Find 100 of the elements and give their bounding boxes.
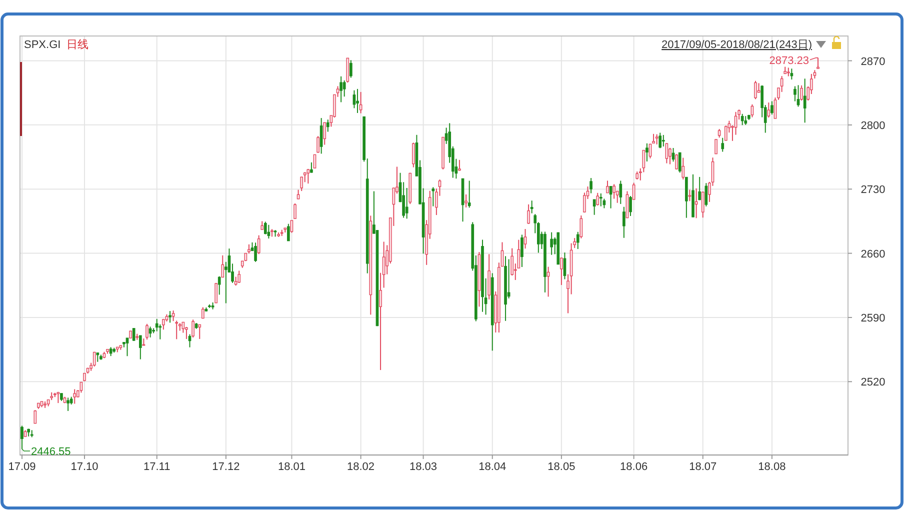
candlestick	[138, 335, 142, 360]
candlestick	[592, 199, 596, 216]
x-tick-label: 18.08	[758, 461, 786, 473]
candlestick	[675, 154, 678, 170]
candlestick	[300, 176, 304, 192]
candlestick	[682, 157, 685, 180]
candlestick	[724, 125, 728, 141]
candlestick	[132, 328, 136, 342]
candlestick	[350, 60, 352, 78]
candlestick	[612, 184, 616, 200]
candlestick	[458, 159, 461, 172]
annotation: 2446.55	[31, 446, 71, 458]
candlestick	[632, 182, 636, 200]
candlestick	[606, 180, 609, 194]
chart-title: SPX.GI	[24, 39, 61, 51]
candlestick	[172, 310, 175, 322]
candlestick	[704, 182, 708, 207]
candlestick	[66, 397, 70, 412]
candlestick	[185, 326, 188, 340]
x-tick-label: 17.11	[144, 461, 170, 473]
x-tick-label: 17.09	[8, 461, 36, 473]
candlestick	[520, 234, 524, 268]
x-tick-label: 18.01	[278, 461, 306, 473]
x-tick-label: 18.07	[689, 461, 717, 473]
candlestick	[340, 76, 342, 103]
candlestick	[306, 168, 310, 184]
candlestick	[92, 351, 96, 368]
candlestick	[218, 276, 221, 296]
candlestick	[146, 323, 148, 340]
y-tick-label: 2870	[860, 56, 886, 68]
chart-subtitle: 日线	[66, 38, 89, 51]
candlestick	[619, 180, 622, 204]
candlestick	[596, 192, 600, 206]
candlestick	[175, 320, 178, 340]
candlestick	[402, 182, 405, 218]
candlestick	[126, 338, 129, 357]
candlestick	[294, 202, 296, 220]
candlestick	[287, 223, 290, 242]
candlestick	[665, 142, 668, 164]
candlestick	[296, 189, 300, 200]
candlestick	[238, 270, 241, 284]
candlestick	[646, 142, 648, 162]
candlestick	[790, 68, 794, 80]
candlestick	[590, 178, 592, 194]
candlestick	[80, 382, 83, 394]
candlestick	[698, 176, 702, 201]
x-tick-label: 17.10	[70, 461, 98, 473]
candlestick	[527, 204, 530, 224]
x-tick-label: 18.05	[548, 461, 576, 473]
x-tick-label: 18.02	[347, 461, 375, 473]
candlestick	[560, 257, 563, 286]
y-tick-label: 2660	[860, 248, 886, 260]
candlestick	[221, 254, 224, 278]
annotation: 2017/09/05-2018/08/21(243日)	[662, 39, 812, 51]
candlestick	[658, 132, 662, 149]
candlestick	[629, 195, 632, 216]
candlestick	[714, 138, 718, 154]
candlestick	[158, 324, 162, 340]
candlestick	[342, 80, 346, 98]
candlestick	[800, 84, 803, 102]
candlestick	[638, 168, 642, 181]
candlestick	[356, 88, 359, 114]
candlestick	[405, 187, 408, 220]
candlestick	[168, 310, 172, 324]
candlestick	[652, 133, 655, 144]
y-tick-label: 2800	[860, 120, 886, 132]
x-tick-label: 18.03	[410, 461, 438, 473]
candlestick	[672, 147, 675, 162]
candlestick	[468, 180, 471, 208]
candlestick	[254, 242, 257, 262]
candlestick	[214, 282, 218, 304]
candlestick	[524, 228, 527, 250]
annotation: 2873.23	[769, 54, 809, 67]
candlestick	[326, 119, 330, 132]
candlestick	[803, 78, 806, 124]
x-tick-label: 18.06	[620, 461, 648, 473]
candlestick	[662, 134, 665, 147]
candlestick	[198, 324, 202, 340]
y-tick-label: 2590	[860, 312, 886, 324]
candlestick	[34, 410, 37, 424]
candlestick	[316, 136, 320, 154]
candlestick	[464, 194, 468, 208]
candlestick	[510, 248, 514, 276]
candlestick	[701, 191, 704, 218]
candlestick	[412, 142, 415, 168]
candlestick	[740, 113, 744, 126]
candlestick	[563, 252, 566, 280]
candlestick	[550, 232, 553, 256]
x-tick-label: 18.04	[478, 461, 506, 473]
candlestick	[688, 189, 692, 202]
candlestick	[346, 58, 350, 84]
candlestick	[721, 137, 724, 152]
x-tick-label: 17.12	[212, 461, 240, 473]
candlestick	[754, 80, 757, 100]
candlestick	[770, 100, 774, 116]
y-tick-label: 2520	[860, 376, 886, 389]
candlestick	[530, 200, 534, 214]
candlestick	[73, 388, 76, 404]
candlestick	[622, 206, 626, 238]
candlestick	[432, 186, 435, 207]
